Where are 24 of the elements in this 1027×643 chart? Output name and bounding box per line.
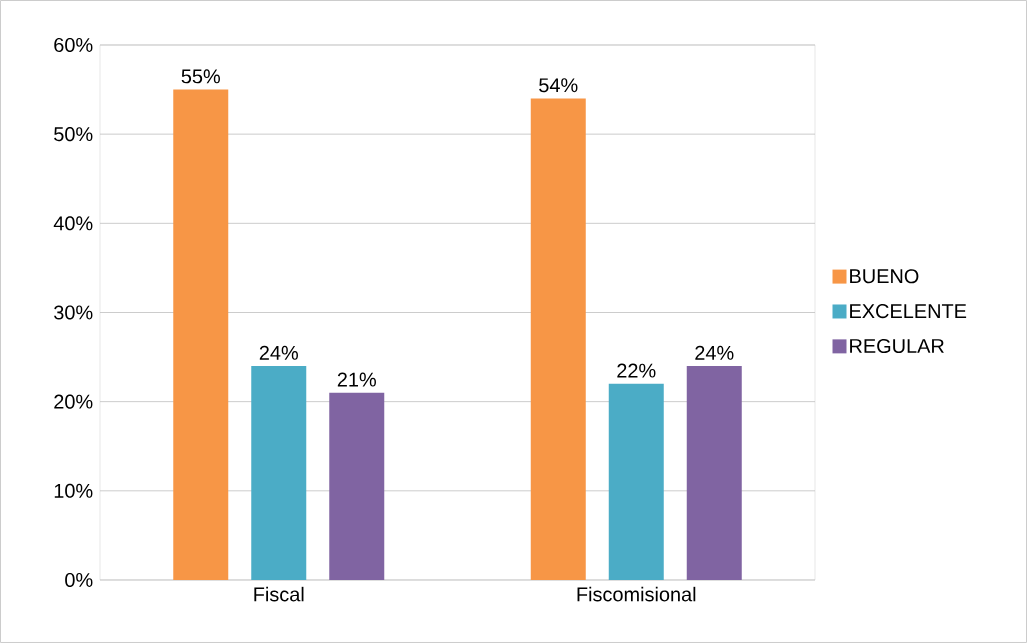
- y-tick-label: 60%: [54, 37, 93, 53]
- data-label: 54%: [539, 78, 578, 93]
- bar: [686, 365, 742, 580]
- data-label: 24%: [695, 345, 734, 360]
- data-label: 55%: [181, 69, 220, 84]
- data-label: 24%: [259, 345, 298, 360]
- bar: [251, 365, 307, 580]
- legend-label: REGULAR: [850, 338, 944, 354]
- y-tick-label: 0%: [65, 572, 93, 588]
- bar: [608, 383, 664, 580]
- data-label: 21%: [337, 372, 376, 387]
- bar: [329, 392, 385, 580]
- y-tick-label: 10%: [54, 483, 93, 498]
- bar: [173, 89, 229, 580]
- legend-label: BUENO: [850, 269, 919, 284]
- x-tick-label: Fiscal: [254, 586, 304, 602]
- bar: [530, 98, 586, 580]
- y-tick-label: 20%: [54, 394, 93, 409]
- y-tick-label: 50%: [54, 127, 93, 142]
- y-tick-label: 40%: [53, 216, 93, 231]
- data-label: 22%: [617, 363, 656, 378]
- legend-label: EXCELENTE: [850, 304, 967, 319]
- y-tick-label: 30%: [54, 305, 93, 320]
- x-tick-label: Fiscomisional: [577, 586, 696, 602]
